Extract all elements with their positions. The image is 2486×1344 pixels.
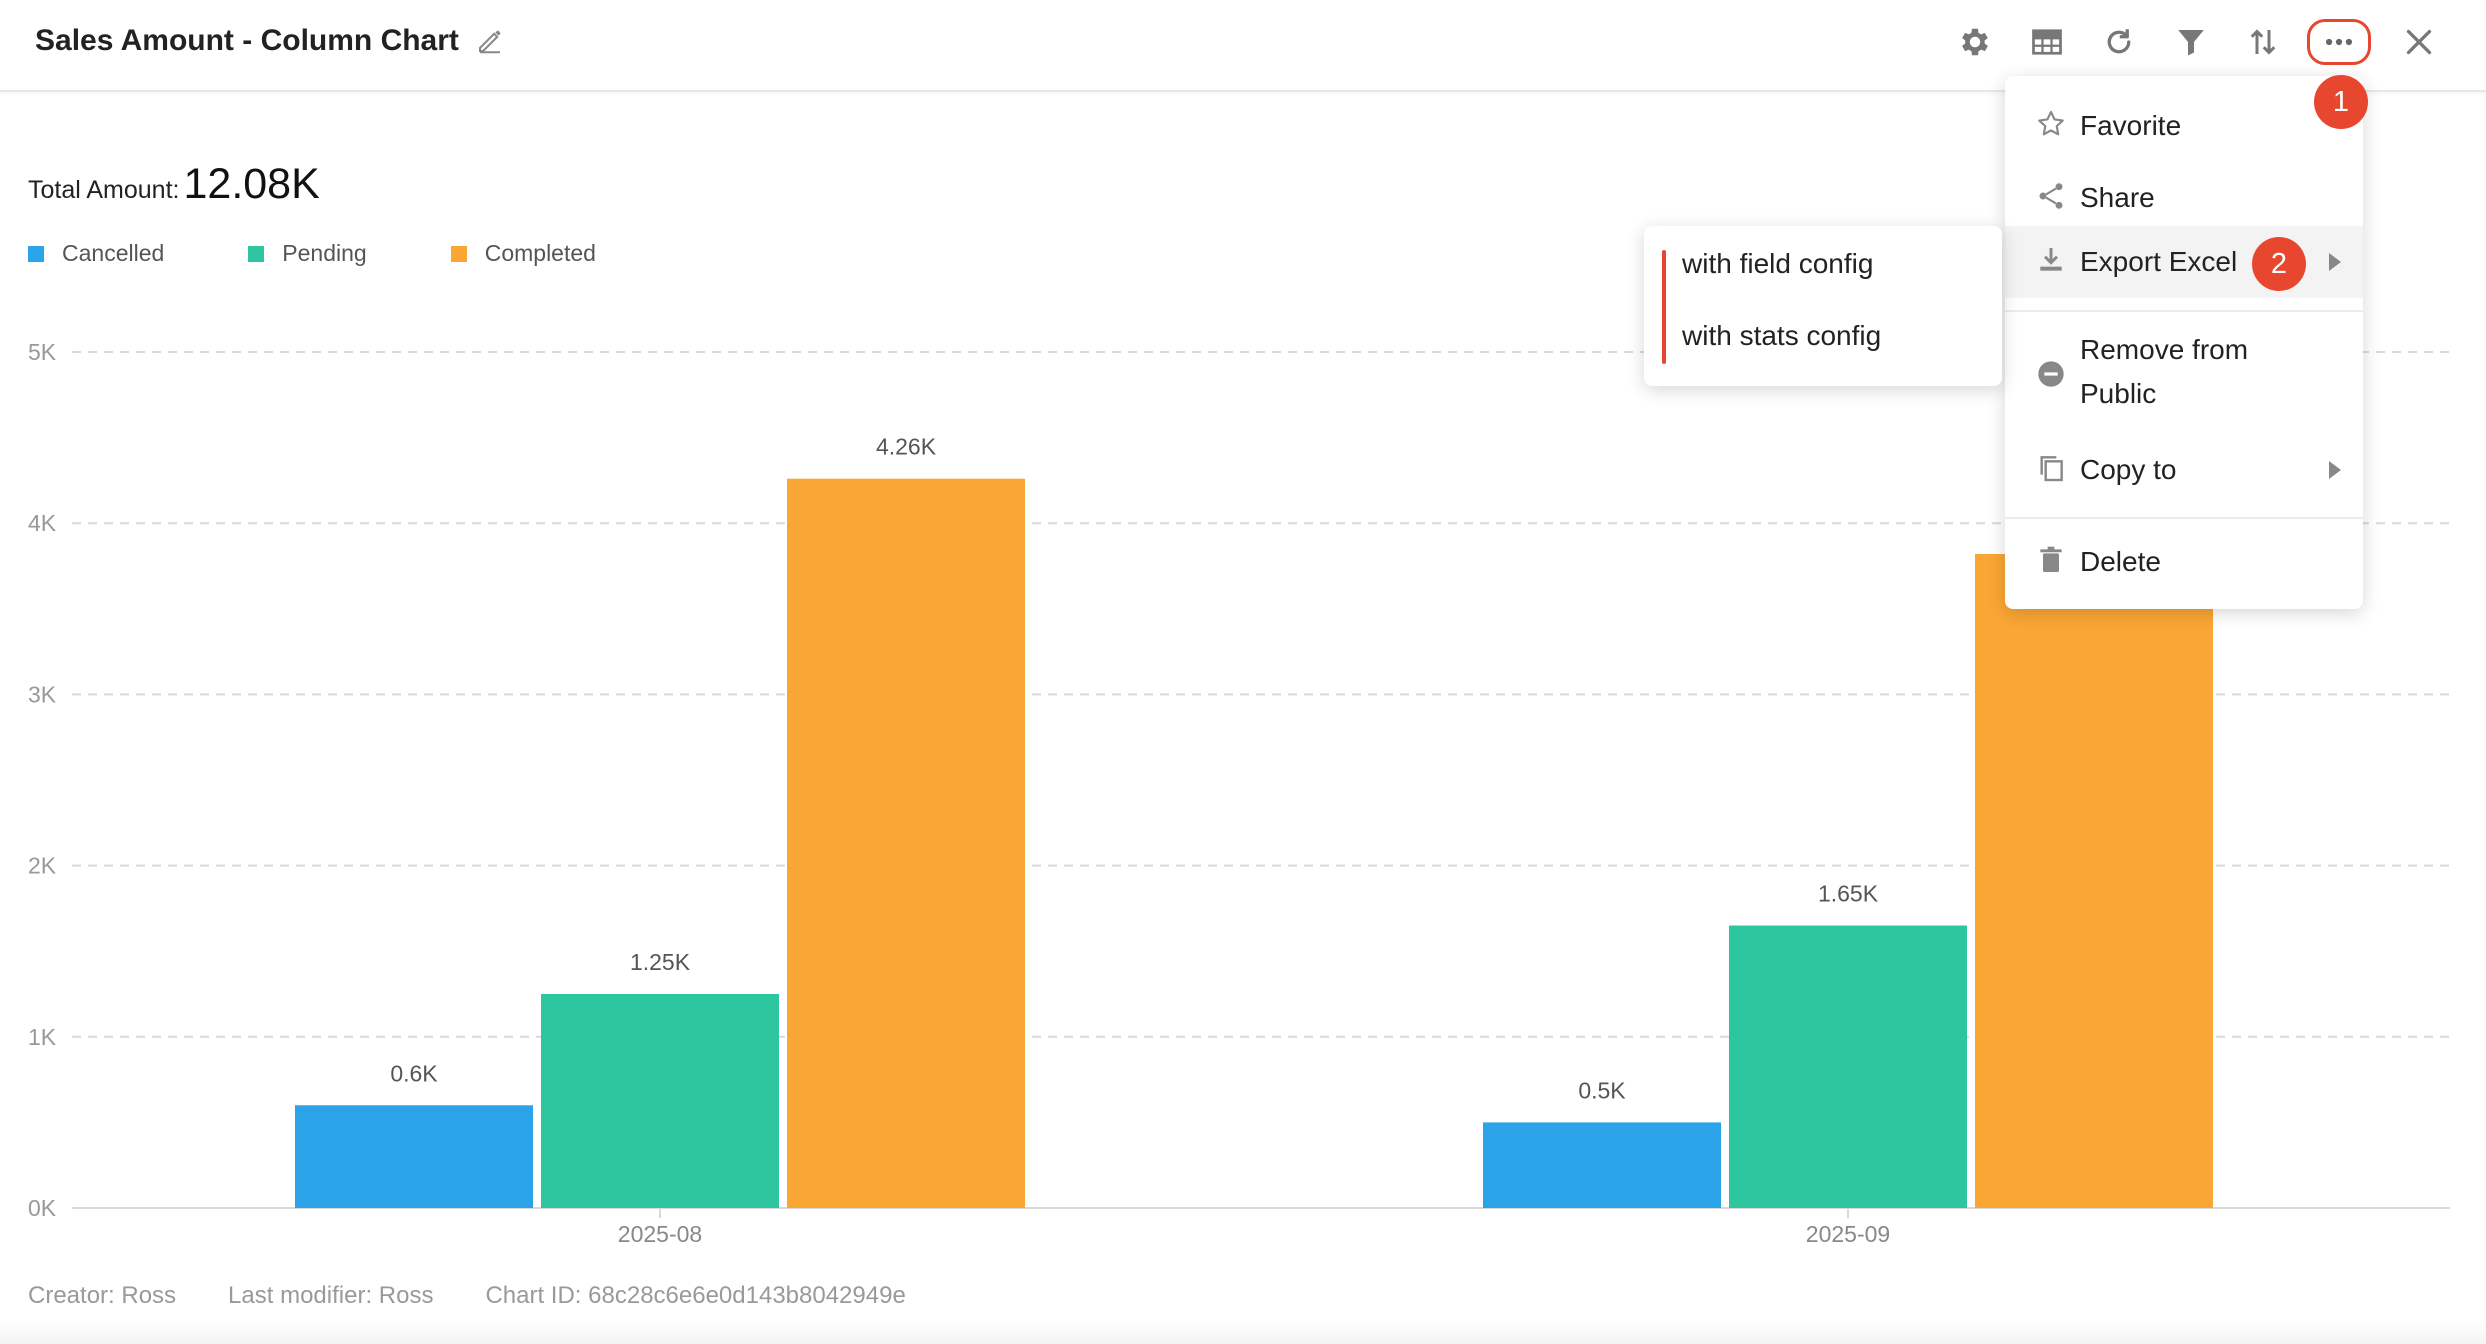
- copy-icon: [2035, 452, 2067, 484]
- bar-data-label: 0.6K: [390, 1060, 438, 1086]
- y-tick-label: 2K: [28, 853, 57, 879]
- bar-data-label: 4.26K: [876, 434, 937, 460]
- star-icon: [2035, 108, 2067, 140]
- legend-item-cancelled[interactable]: Cancelled: [28, 240, 164, 267]
- creator-text: Creator: Ross: [28, 1282, 177, 1309]
- pencil-icon[interactable]: [475, 26, 505, 56]
- table-icon[interactable]: [2025, 20, 2069, 64]
- menu-item-label-line2: Public: [2080, 378, 2157, 409]
- legend-swatch: [450, 245, 467, 262]
- y-tick-label: 4K: [28, 510, 57, 536]
- bar-data-label: 0.5K: [1578, 1077, 1626, 1103]
- legend-label: Cancelled: [62, 240, 165, 266]
- y-tick-label: 1K: [28, 1024, 57, 1050]
- chevron-right-icon: [2329, 253, 2341, 271]
- chevron-right-icon: [2329, 461, 2341, 479]
- more-menu: Favorite Share Export Excel Remove from …: [2005, 76, 2363, 609]
- submenu-item-stats-config[interactable]: with stats config: [1682, 320, 1882, 351]
- menu-item-label: Favorite: [2080, 110, 2182, 141]
- chart-footer: Creator: Ross Last modifier: Ross Chart …: [28, 1282, 958, 1310]
- more-icon[interactable]: [2307, 19, 2371, 65]
- legend-swatch: [248, 245, 265, 262]
- chart-id-text: Chart ID: 68c28c6e6e0d143b8042949e: [485, 1282, 906, 1309]
- legend-item-pending[interactable]: Pending: [248, 240, 367, 267]
- total-amount-label: Total Amount:: [28, 176, 180, 204]
- filter-icon[interactable]: [2169, 20, 2213, 64]
- gear-icon[interactable]: [1953, 20, 1997, 64]
- menu-item-favorite[interactable]: Favorite: [2005, 94, 2363, 158]
- menu-item-label: Delete: [2080, 546, 2161, 577]
- refresh-icon[interactable]: [2097, 20, 2141, 64]
- x-tick-label: 2025-08: [618, 1221, 702, 1247]
- bar: [1483, 1122, 1721, 1208]
- legend-label: Completed: [484, 240, 596, 266]
- step-badge-2: 2: [2252, 237, 2306, 291]
- menu-divider: [2005, 517, 2363, 519]
- menu-item-copy-to[interactable]: Copy to: [2005, 438, 2363, 502]
- bar: [1975, 554, 2213, 1208]
- bar: [1729, 925, 1967, 1208]
- submenu-item-field-config[interactable]: with field config: [1682, 248, 1874, 279]
- total-amount: Total Amount: 12.08K: [28, 160, 320, 209]
- menu-item-share[interactable]: Share: [2005, 166, 2363, 230]
- menu-item-label: Share: [2080, 182, 2155, 213]
- menu-item-delete[interactable]: Delete: [2005, 530, 2363, 594]
- menu-item-export-excel[interactable]: Export Excel: [2005, 226, 2363, 298]
- download-icon: [2035, 244, 2067, 276]
- export-excel-submenu: with field config with stats config: [1644, 226, 2002, 386]
- chart-header: Sales Amount - Column Chart: [0, 0, 2486, 92]
- legend-label: Pending: [282, 240, 367, 266]
- bar-data-label: 1.25K: [630, 949, 691, 975]
- chart-title: Sales Amount - Column Chart: [35, 24, 505, 58]
- menu-item-label: Export Excel: [2080, 246, 2238, 277]
- legend-item-completed[interactable]: Completed: [450, 240, 596, 267]
- menu-item-label: Remove from: [2080, 334, 2249, 365]
- share-icon: [2035, 180, 2067, 212]
- footer-shade: [0, 1320, 2486, 1344]
- bar: [295, 1105, 533, 1208]
- menu-item-label: Copy to: [2080, 454, 2177, 485]
- x-tick-label: 2025-09: [1806, 1221, 1890, 1247]
- total-amount-value: 12.08K: [183, 160, 320, 208]
- step-badge-1: 1: [2314, 75, 2368, 129]
- bar: [787, 478, 1025, 1208]
- trash-icon: [2035, 544, 2067, 576]
- minus-circle-icon: [2035, 358, 2067, 390]
- bar-data-label: 1.65K: [1818, 881, 1879, 907]
- close-icon[interactable]: [2397, 20, 2441, 64]
- chart-title-text: Sales Amount - Column Chart: [35, 24, 459, 57]
- column-chart: 0K 1K 2K 3K 4K 5K 0.6K 1.25K 4.26K 2025-08 0.5K 1.6…: [28, 339, 2450, 1247]
- y-tick-label: 0K: [28, 1195, 57, 1221]
- submenu-highlight-bar: [1662, 250, 1666, 364]
- y-tick-label: 3K: [28, 681, 57, 707]
- legend-swatch: [28, 245, 44, 262]
- chart-legend: Cancelled Pending Completed: [28, 240, 680, 267]
- y-tick-label: 5K: [28, 339, 57, 365]
- sort-icon[interactable]: [2241, 20, 2285, 64]
- bar: [541, 994, 779, 1208]
- last-modifier-text: Last modifier: Ross: [228, 1282, 434, 1309]
- menu-item-remove-from-public[interactable]: Remove from Public: [2005, 322, 2363, 422]
- menu-divider: [2005, 310, 2363, 312]
